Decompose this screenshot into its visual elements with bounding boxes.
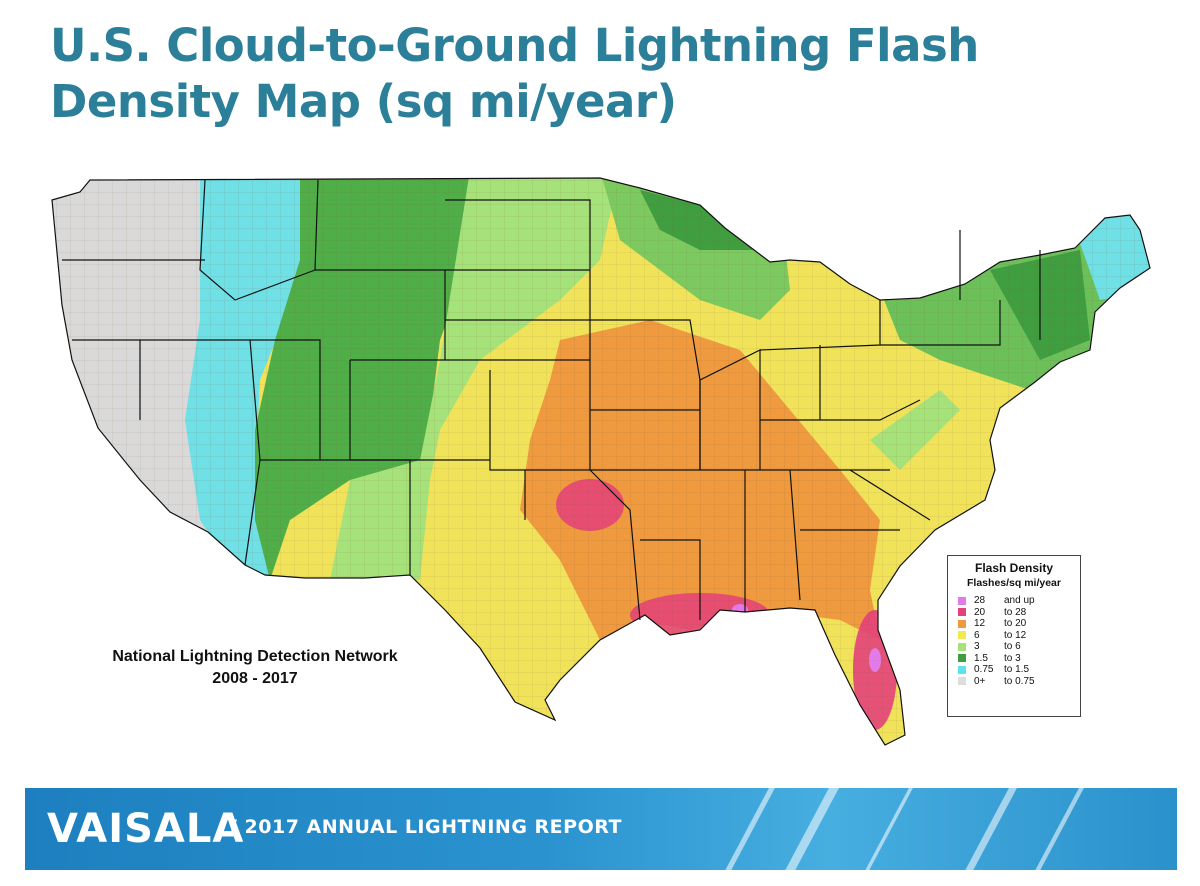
banner-streak [955, 788, 1023, 870]
network-label: National Lightning Detection Network 200… [60, 646, 450, 690]
legend-high: to 28 [1004, 606, 1027, 618]
legend-swatch [958, 642, 966, 651]
footer-banner: VAISALA / 2017 ANNUAL LIGHTNING REPORT [25, 788, 1177, 870]
page-title: U.S. Cloud-to-Ground Lightning Flash Den… [50, 18, 1050, 130]
legend-item: 6 to 12 [948, 630, 1080, 642]
legend-swatch [958, 619, 966, 628]
legend-high: to 12 [1004, 629, 1027, 641]
banner-streak [1025, 788, 1090, 870]
network-name: National Lightning Detection Network [112, 648, 398, 665]
legend-item: 20 to 28 [948, 607, 1080, 619]
legend-swatch [958, 677, 966, 686]
legend-low: 6 [974, 629, 980, 641]
legend-item: 12 to 20 [948, 618, 1080, 630]
legend-high: to 20 [1004, 618, 1027, 630]
legend-swatch [958, 596, 966, 605]
map-legend: Flash Density Flashes/sq mi/year 28 and u… [947, 555, 1081, 717]
legend-low: 20 [974, 606, 986, 618]
report-title: / 2017 ANNUAL LIGHTNING REPORT [230, 816, 622, 838]
title-line-2: Density Map (sq mi/year) [50, 75, 677, 128]
legend-high: to 0.75 [1004, 675, 1035, 687]
legend-high: to 3 [1004, 652, 1021, 664]
legend-rows: 28 and up 20 to 28 12 to 20 6 to 12 3 to 6 1.5 to 3… [948, 595, 1080, 687]
legend-swatch [958, 665, 966, 674]
title-line-1: U.S. Cloud-to-Ground Lightning Flash [50, 19, 979, 72]
legend-high: to 1.5 [1004, 664, 1030, 676]
legend-swatch [958, 631, 966, 640]
legend-low: 28 [974, 595, 986, 607]
legend-item: 0+ to 0.75 [948, 676, 1080, 688]
banner-streak [855, 788, 919, 870]
banner-streak [775, 788, 845, 870]
legend-title: Flash Density [974, 561, 1054, 575]
network-years: 2008 - 2017 [212, 670, 298, 687]
legend-high: and up [1004, 595, 1035, 607]
legend-item: 28 and up [948, 595, 1080, 607]
legend-subtitle: Flashes/sq mi/year [967, 577, 1061, 589]
state-boundaries [51, 177, 1151, 746]
vaisala-logo: VAISALA [47, 806, 245, 852]
legend-low: 3 [974, 641, 980, 653]
legend-swatch [958, 654, 966, 663]
legend-item: 3 to 6 [948, 641, 1080, 653]
legend-low: 1.5 [974, 652, 988, 664]
legend-item: 0.75 to 1.5 [948, 664, 1080, 676]
legend-low: 0.75 [974, 664, 994, 676]
legend-low: 12 [974, 618, 986, 630]
legend-low: 0+ [974, 675, 986, 687]
legend-item: 1.5 to 3 [948, 653, 1080, 665]
banner-streak [715, 788, 781, 870]
legend-swatch [958, 608, 966, 617]
legend-high: to 6 [1004, 641, 1021, 653]
